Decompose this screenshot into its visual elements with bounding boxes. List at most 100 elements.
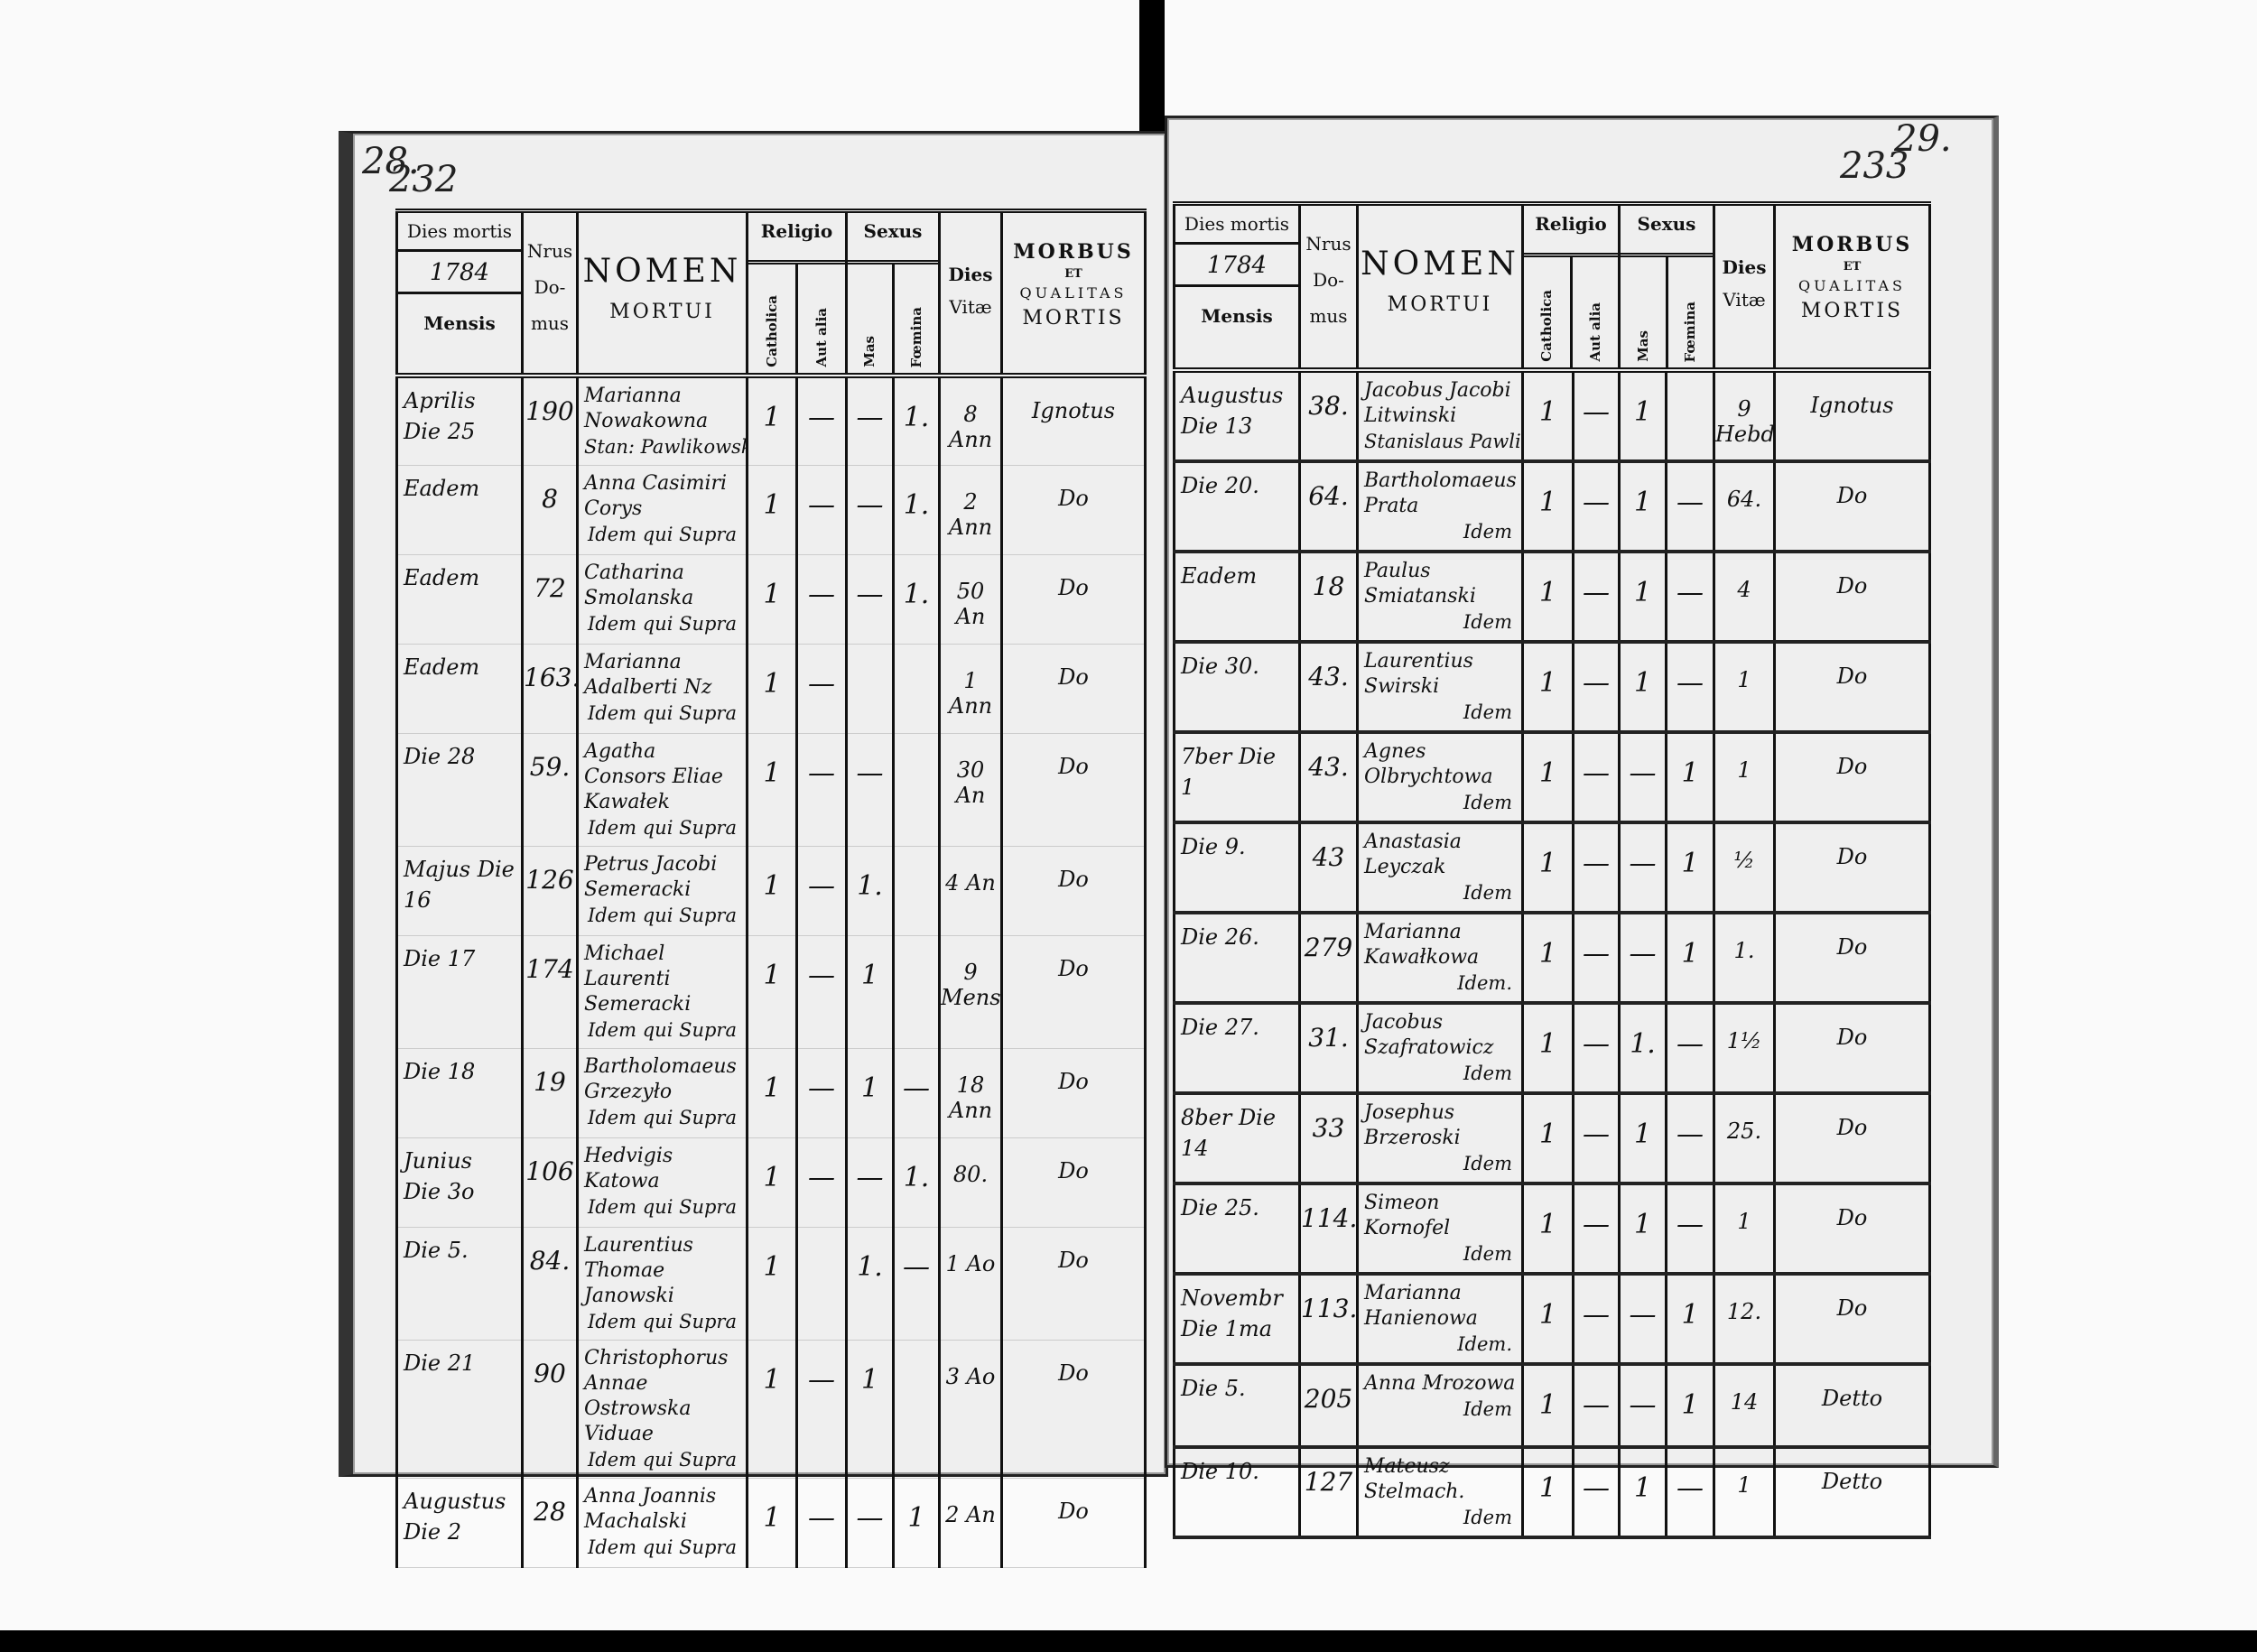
house-number-cell: 43. (1298, 732, 1359, 824)
cause-of-death-cell: Do (1000, 1137, 1147, 1228)
header-morbus: MORBUS ET QUALITAS MORTIS (1000, 209, 1147, 378)
mensis-label: Mensis (1201, 305, 1273, 327)
deceased-name-cell: Marianna Adalberti Nz Idem qui Supra (576, 644, 748, 734)
deceased-name: Jacobus Szafratowicz (1364, 1011, 1494, 1059)
catholica-mark: 1 (1538, 487, 1557, 518)
register-entry-row: Augustus Die 13 38. Jacobus Jacobi Litwins… (1173, 370, 1931, 463)
catholica-mark-cell: 1 (1521, 461, 1574, 553)
register-entry-row: Die 27. 31. Jacobus Szafratowicz Idem 1 — 1. — 1… (1173, 1003, 1931, 1095)
aut-alia-mark-cell: — (795, 1340, 848, 1479)
house-number: 38. (1308, 391, 1349, 421)
catholica-mark-cell: 1 (746, 554, 798, 645)
aut-alia-mark-cell: — (795, 935, 848, 1049)
mas-mark: 1 (1633, 1472, 1652, 1504)
aut-alia-mark: — (808, 1364, 835, 1396)
deceased-name-cell: Michael Laurenti Semeracki Idem qui Supra (576, 935, 748, 1049)
officiant-remark: Idem (1463, 611, 1512, 633)
mas-mark: 1 (1633, 487, 1652, 518)
dies-label: Dies (1722, 256, 1767, 278)
aut-alia-mark-cell: — (1572, 1274, 1621, 1366)
catholica-mark-cell: 1 (1521, 1003, 1574, 1095)
foemina-mark-cell: 1. (892, 1137, 941, 1228)
register-entry-row: Aprilis Die 25 190 Marianna Nowakowna Stan:… (395, 376, 1147, 466)
deceased-name: Simeon Kornofel (1364, 1192, 1451, 1239)
house-number-cell: 84. (521, 1227, 579, 1341)
foemina-mark-cell (1665, 370, 1715, 463)
register-entry-row: Die 10. 127 Mateusz Stelmach. Idem 1 — 1 — 1 Dett… (1173, 1447, 1931, 1539)
death-date: Die 9. (1181, 834, 1246, 859)
catholica-mark-cell: 1 (1521, 642, 1574, 734)
header-nrus-domus: Nrus Do-mus (1298, 201, 1359, 373)
foemina-mark: — (1676, 1472, 1704, 1504)
death-date: Die 27. (1181, 1015, 1259, 1040)
death-date: Die 10. (1181, 1459, 1259, 1484)
house-number-cell: 90 (521, 1340, 579, 1479)
mas-mark: 1 (1633, 577, 1652, 608)
death-date: Augustus Die 13 (1181, 383, 1284, 439)
age-at-death-cell: 8 Ann (938, 376, 1003, 466)
mensis-label: Mensis (423, 312, 496, 334)
deceased-name: Hedvigis Katowa (584, 1145, 673, 1193)
death-date: Die 28 (404, 744, 476, 769)
mas-mark: 1 (1633, 1209, 1652, 1240)
officiant-remark: Idem. (1457, 972, 1512, 994)
header-morbus: MORBUS ET QUALITAS MORTIS (1773, 201, 1931, 373)
aut-alia-mark-cell: — (1572, 913, 1621, 1005)
register-entry-row: Die 30. 43. Laurentius Swirski Idem 1 — 1 — 1 Do (1173, 642, 1931, 734)
foemina-mark: 1. (903, 489, 930, 521)
house-number: 8 (542, 484, 558, 514)
officiant-remark: Idem qui Supra (587, 1107, 737, 1128)
catholica-mark-cell: 1 (746, 644, 798, 734)
foemina-mark-cell: 1 (1665, 732, 1715, 824)
mas-mark-cell: 1. (845, 1227, 895, 1341)
house-number: 127 (1304, 1467, 1353, 1497)
house-number-cell: 18 (1298, 552, 1359, 644)
catholica-mark: 1 (763, 870, 781, 902)
deceased-name: Marianna Adalberti Nz (584, 651, 712, 699)
death-date-cell: Eadem (1173, 552, 1301, 644)
deceased-name-cell: Hedvigis Katowa Idem qui Supra (576, 1137, 748, 1228)
officiant-remark: Idem qui Supra (587, 524, 737, 545)
deceased-name-cell: Jacobus Szafratowicz Idem (1356, 1003, 1524, 1095)
aut-alia-mark: — (1583, 487, 1610, 518)
catholica-mark: 1 (763, 668, 781, 700)
deceased-name-cell: Bartholomaeus Prata Idem (1356, 461, 1524, 553)
death-date: Augustus Die 2 (404, 1489, 506, 1545)
foemina-mark: 1 (1681, 1299, 1699, 1331)
deceased-name: Mateusz Stelmach. (1364, 1455, 1465, 1503)
deceased-name: Anna Mrozowa (1364, 1372, 1516, 1395)
header-religio: Religio Catholica Aut alia (1521, 201, 1621, 373)
mas-mark: 1 (1633, 396, 1652, 428)
cause-of-death-cell: Do (1773, 732, 1931, 824)
foemina-mark: 1 (1681, 938, 1699, 970)
deceased-name: Christophorus Annae Ostrowska Viduae (584, 1347, 729, 1445)
mas-mark: — (1629, 848, 1657, 879)
catholica-mark: 1 (1538, 1209, 1557, 1240)
mas-mark-cell: — (845, 465, 895, 555)
officiant-remark: Stanislaus Pawlikowski (1364, 431, 1521, 452)
catholica-mark-cell: 1 (1521, 1093, 1574, 1185)
cause-of-death-cell: Do (1773, 642, 1931, 734)
catholica-label: Catholica (764, 295, 780, 367)
deceased-name: Marianna Nowakowna (584, 385, 709, 432)
deceased-name: Agatha Consors Eliae Kawałek (584, 740, 723, 813)
aut-alia-mark-cell: — (795, 1137, 848, 1228)
death-date-cell: Die 20. (1173, 461, 1301, 553)
age-at-death: 1. (1733, 938, 1755, 963)
morbus-label: MORBUS (1791, 233, 1913, 256)
aut-alia-mark: — (808, 1502, 835, 1534)
death-register-table-left: Dies mortis 1784 Mensis Nrus Do-mus NOMEN MO… (395, 209, 1147, 1568)
mas-mark-cell: 1. (845, 846, 895, 936)
officiant-remark: Idem (1463, 701, 1512, 723)
foemina-mark-cell: 1 (1665, 822, 1715, 914)
foemina-mark-cell (892, 935, 941, 1049)
morbus-label: MORBUS (1013, 240, 1134, 264)
folio-number: 232 (389, 159, 459, 200)
mortui-label: MORTUI (609, 301, 715, 323)
cause-of-death: Do (1058, 1069, 1089, 1094)
cause-of-death: Do (1836, 1205, 1868, 1230)
house-number: 64. (1308, 481, 1349, 511)
mas-mark: — (856, 579, 884, 610)
officiant-remark: Idem qui Supra (587, 1311, 737, 1332)
foemina-mark-cell: — (892, 1048, 941, 1138)
